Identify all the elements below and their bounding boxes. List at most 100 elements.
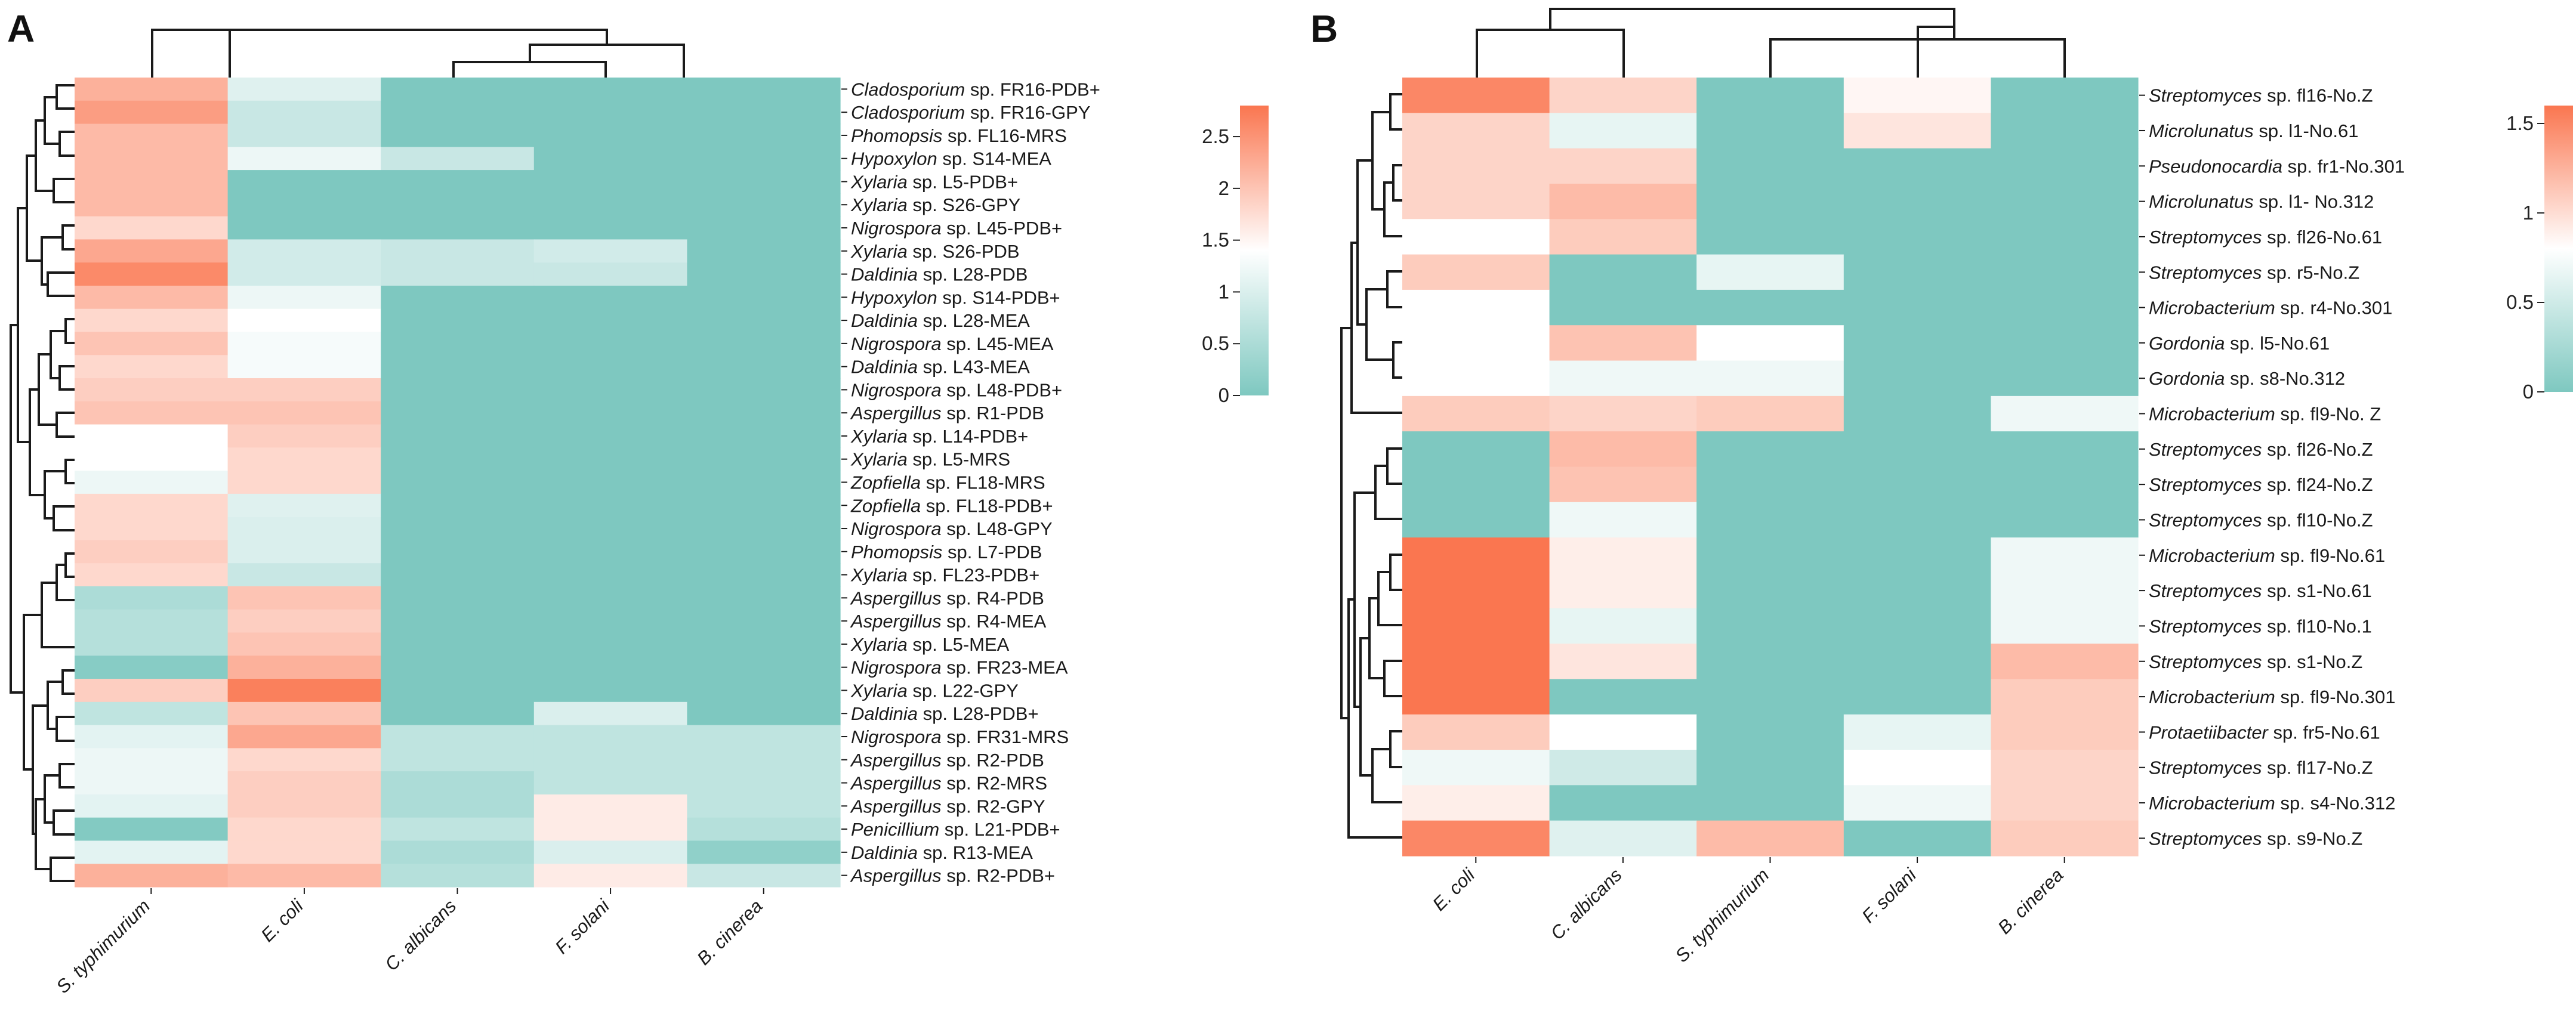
column-label: B. cinerea [693,895,766,969]
heatmap-cell [75,586,229,610]
heatmap-cell [1402,395,1550,432]
row-label: Microbacterium sp. s4-No.312 [2149,793,2396,814]
heatmap-cell [75,794,229,818]
row-label-genus: Microbacterium [2149,298,2275,319]
heatmap-cell [381,147,535,171]
row-label-strain: sp. fl9-No. Z [2275,404,2381,425]
row-label-strain: sp. s8-No.312 [2225,368,2346,389]
row-label-genus: Daldinia [851,310,918,331]
heatmap-cell [1843,78,1991,113]
row-label-strain: sp. R4-PDB [942,588,1044,608]
heatmap-cell [227,471,381,494]
row-label: Daldinia sp. R13-MEA [851,842,1033,863]
heatmap-cell [381,378,535,402]
heatmap-cell [75,355,229,379]
heatmap-cell [227,840,381,864]
row-label: Streptomyces sp. fl26-No.Z [2149,439,2373,460]
heatmap-cell [381,285,535,310]
row-label-strain: sp. fr5-No.61 [2268,722,2380,743]
heatmap-cell [75,771,229,795]
heatmap-cell [1843,537,1991,574]
dendrogram-b-columns [1476,8,2066,78]
colorbar-tick-label: 2 [1218,177,1229,199]
heatmap-cell [1843,679,1991,715]
heatmap-cell [227,216,381,240]
heatmap-cell [1696,573,1844,609]
row-label-genus: Xylaria [850,426,908,447]
column-labels-a: S. typhimurium E. coli C. albicans F. solan… [52,888,767,997]
heatmap-cell [1991,820,2139,857]
row-label: Streptomyces sp. r5-No.Z [2149,262,2359,283]
heatmap-cell [1696,750,1844,786]
heatmap-cell [1843,325,1991,361]
heatmap-cell [533,725,687,749]
row-label: Pseudonocardia sp. fr1-No.301 [2149,156,2405,177]
heatmap-cell [381,401,535,425]
heatmap-cell [1402,502,1550,538]
row-label-genus: Aspergillus [850,588,942,608]
row-labels-b: Streptomyces sp. fl16-No.Z Microlunatus s… [2139,85,2405,849]
heatmap-cell [1843,466,1991,503]
heatmap-cell [1696,254,1844,290]
heatmap-cell [687,517,841,541]
heatmap-cell [227,239,381,263]
heatmap-cell [1696,325,1844,361]
row-label-strain: sp. fr1-No.301 [2282,156,2405,177]
heatmap-cell [75,193,229,217]
row-label-strain: sp. L5-PDB+ [908,171,1018,192]
row-label: Daldinia sp. L28-PDB+ [851,703,1038,724]
column-label: E. coli [257,895,307,945]
heatmap-cell [1402,148,1550,184]
heatmap-cell [1696,679,1844,715]
row-label-strain: sp. S26-PDB [908,241,1020,262]
heatmap-cell [227,100,381,125]
colorbar-a-gradient [1240,106,1269,395]
column-label: S. typhimurium [52,895,154,997]
heatmap-cell [533,447,687,471]
row-label-strain: sp. fl26-No.Z [2262,439,2373,460]
heatmap-cell [1843,714,1991,750]
heatmap-cell [1991,325,2139,361]
row-label: Aspergillus sp. R4-MEA [850,611,1047,632]
row-label-strain: sp. fl10-No.1 [2262,616,2372,636]
heatmap-cell [533,193,687,217]
heatmap-cell [1696,148,1844,184]
heatmap-cell [687,285,841,310]
row-label: Cladosporium sp. FR16-PDB+ [851,79,1100,100]
row-label-genus: Microbacterium [2149,404,2275,425]
row-label-genus: Daldinia [851,703,918,724]
heatmap-cell [687,447,841,471]
row-label-strain: sp. l1-No.61 [2254,120,2359,141]
heatmap-cell [75,378,229,402]
column-label: C. albicans [381,895,460,975]
heatmap-cell [533,586,687,610]
colorbar-b: 0 0.5 1 1.5 [2506,106,2573,403]
heatmap-cell [381,586,535,610]
heatmap-cell [687,123,841,147]
row-label-strain: sp. fl24-No.Z [2262,474,2373,495]
row-label-genus: Streptomyces [2149,474,2262,495]
heatmap-cell [381,517,535,541]
row-label-genus: Xylaria [850,171,908,192]
heatmap-cell [227,563,381,587]
row-label-strain: sp. L45-PDB+ [942,218,1062,239]
heatmap-cell [1991,537,2139,574]
heatmap-cell [1549,608,1697,644]
row-label-genus: Nigrospora [851,218,942,239]
heatmap-cell [1991,644,2139,680]
heatmap-cell [1843,502,1991,538]
heatmap-cell [533,285,687,310]
heatmap-cell [227,285,381,310]
heatmap-cell [1402,785,1550,821]
row-label: Penicillium sp. L21-PDB+ [851,819,1060,840]
row-label-genus: Nigrospora [851,333,942,354]
row-label-genus: Streptomyces [2149,580,2262,601]
heatmap-cell [1843,395,1991,432]
heatmap-cell [1696,431,1844,468]
row-label-strain: sp. L14-PDB+ [908,426,1028,447]
heatmap-cell [381,563,535,587]
heatmap-cell [75,471,229,494]
heatmap-cell [687,378,841,402]
row-label-strain: sp. FR16-GPY [965,102,1090,123]
heatmap-cell [1991,78,2139,113]
